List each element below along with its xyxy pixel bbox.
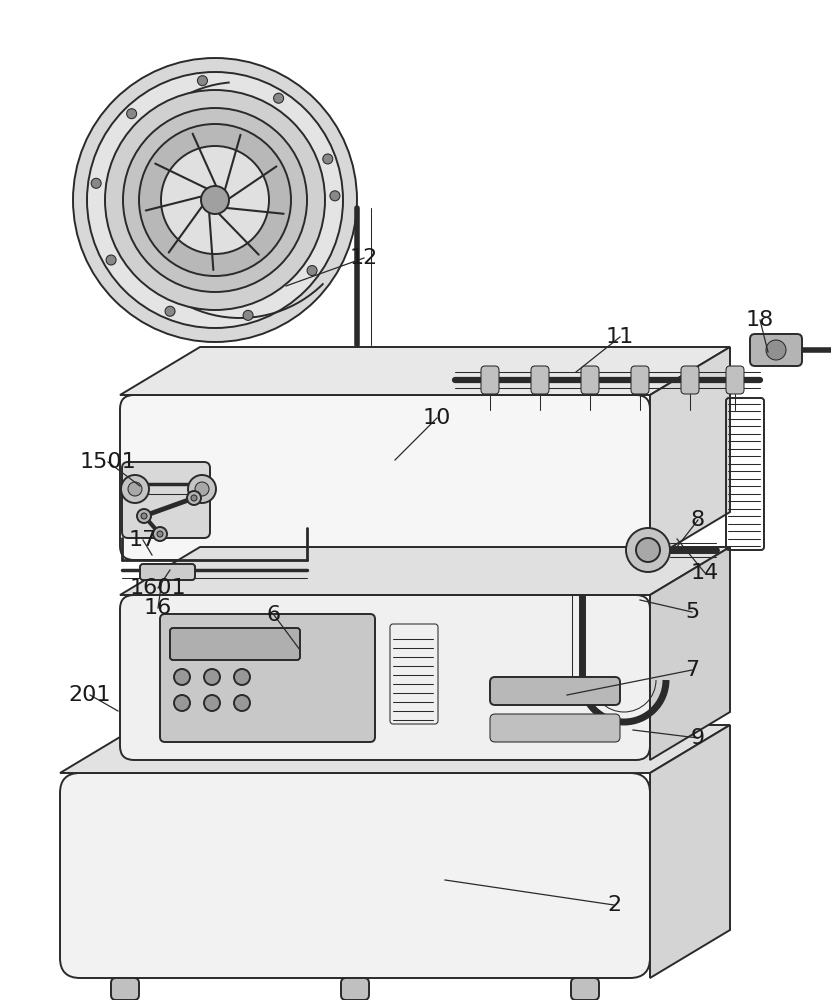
Circle shape	[322, 154, 332, 164]
Circle shape	[121, 475, 149, 503]
FancyBboxPatch shape	[750, 334, 802, 366]
Polygon shape	[60, 725, 730, 773]
Circle shape	[243, 310, 253, 320]
Circle shape	[153, 527, 167, 541]
Circle shape	[188, 475, 216, 503]
Circle shape	[174, 669, 190, 685]
Circle shape	[157, 531, 163, 537]
FancyBboxPatch shape	[481, 366, 499, 394]
FancyBboxPatch shape	[681, 366, 699, 394]
Circle shape	[330, 191, 340, 201]
FancyBboxPatch shape	[531, 366, 549, 394]
Text: 7: 7	[685, 660, 699, 680]
Circle shape	[87, 72, 343, 328]
Text: 2: 2	[607, 895, 621, 915]
Circle shape	[141, 513, 147, 519]
Text: 16: 16	[144, 598, 172, 618]
Circle shape	[204, 669, 220, 685]
Circle shape	[234, 669, 250, 685]
Circle shape	[198, 76, 208, 86]
Text: 8: 8	[691, 510, 705, 530]
Circle shape	[766, 340, 786, 360]
Circle shape	[161, 146, 269, 254]
Circle shape	[626, 528, 670, 572]
Text: 5: 5	[685, 602, 699, 622]
Circle shape	[201, 186, 229, 214]
FancyBboxPatch shape	[571, 978, 599, 1000]
FancyBboxPatch shape	[120, 595, 650, 760]
Text: 14: 14	[691, 563, 719, 583]
Polygon shape	[120, 547, 730, 595]
FancyBboxPatch shape	[160, 614, 375, 742]
Circle shape	[128, 482, 142, 496]
FancyBboxPatch shape	[170, 628, 300, 660]
Circle shape	[73, 58, 357, 342]
Text: 1601: 1601	[130, 578, 186, 598]
Circle shape	[234, 695, 250, 711]
FancyBboxPatch shape	[111, 978, 139, 1000]
Text: 6: 6	[267, 605, 281, 625]
Circle shape	[91, 178, 101, 188]
Circle shape	[191, 495, 197, 501]
Circle shape	[174, 695, 190, 711]
Circle shape	[195, 482, 209, 496]
Polygon shape	[650, 547, 730, 760]
Circle shape	[273, 93, 283, 103]
Circle shape	[137, 509, 151, 523]
Text: 11: 11	[606, 327, 634, 347]
Polygon shape	[650, 725, 730, 978]
Circle shape	[636, 538, 660, 562]
Circle shape	[204, 695, 220, 711]
Text: 201: 201	[69, 685, 111, 705]
Circle shape	[165, 306, 175, 316]
Text: 18: 18	[746, 310, 774, 330]
FancyBboxPatch shape	[120, 395, 650, 560]
Circle shape	[106, 255, 116, 265]
Circle shape	[139, 124, 291, 276]
FancyBboxPatch shape	[490, 714, 620, 742]
Circle shape	[126, 109, 136, 119]
Text: 12: 12	[350, 248, 378, 268]
Circle shape	[187, 491, 201, 505]
FancyBboxPatch shape	[631, 366, 649, 394]
FancyBboxPatch shape	[581, 366, 599, 394]
FancyBboxPatch shape	[341, 978, 369, 1000]
Text: 1501: 1501	[80, 452, 136, 472]
Text: 9: 9	[691, 728, 705, 748]
Circle shape	[105, 90, 325, 310]
FancyBboxPatch shape	[140, 564, 195, 580]
FancyBboxPatch shape	[122, 462, 210, 538]
FancyBboxPatch shape	[490, 677, 620, 705]
Circle shape	[123, 108, 307, 292]
Polygon shape	[120, 347, 730, 395]
Text: 17: 17	[129, 530, 157, 550]
Polygon shape	[650, 347, 730, 560]
FancyBboxPatch shape	[60, 773, 650, 978]
Circle shape	[307, 266, 317, 276]
FancyBboxPatch shape	[726, 366, 744, 394]
Text: 10: 10	[423, 408, 451, 428]
